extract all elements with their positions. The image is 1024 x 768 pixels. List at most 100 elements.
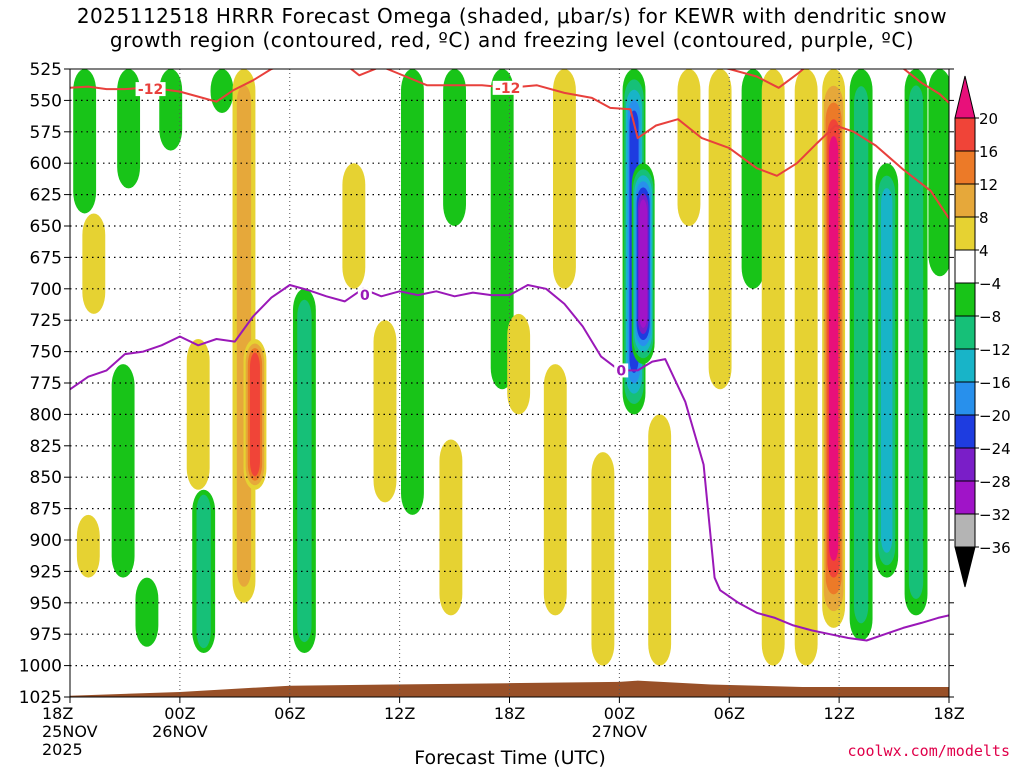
y-tick-label: 800 bbox=[30, 405, 62, 425]
omega-cell bbox=[342, 163, 366, 289]
omega-blob bbox=[76, 514, 100, 578]
dgz-contour-label: -12 bbox=[495, 81, 520, 97]
omega-cell bbox=[761, 69, 785, 666]
colorbar-swatch bbox=[954, 150, 976, 185]
omega-blob bbox=[708, 69, 732, 390]
dgz-contour-label: -12 bbox=[138, 82, 163, 98]
omega-blob bbox=[111, 364, 135, 578]
omega-cell bbox=[822, 69, 846, 628]
omega-blob bbox=[591, 452, 615, 666]
colorbar-label: 12 bbox=[979, 176, 998, 194]
colorbar-swatch bbox=[954, 381, 976, 416]
colorbar-label: 4 bbox=[979, 242, 989, 260]
omega-cell bbox=[186, 339, 210, 490]
title-line-1: 2025112518 HRRR Forecast Omega (shaded, … bbox=[76, 4, 948, 28]
dgz-contour-label-bg bbox=[492, 80, 523, 95]
credit-text: coolwx.com/modelts bbox=[847, 742, 1010, 760]
x-tick-label: 00Z bbox=[164, 704, 195, 723]
colorbar-label: −12 bbox=[979, 341, 1011, 359]
omega-cell bbox=[875, 163, 899, 578]
y-tick-label: 525 bbox=[30, 60, 62, 80]
colorbar-swatch bbox=[954, 447, 976, 482]
y-tick-label: 575 bbox=[30, 123, 62, 143]
omega-blob bbox=[881, 188, 893, 553]
dgz-contour-line bbox=[70, 69, 276, 103]
y-tick-label: 675 bbox=[30, 248, 62, 268]
omega-blob bbox=[794, 69, 818, 666]
y-tick-label: 1000 bbox=[19, 657, 62, 677]
y-axis: 525 550 575 600 625 650 675 700 725 750 775 800 825 8… bbox=[19, 60, 954, 708]
y-tick-label: 950 bbox=[30, 594, 62, 614]
freezing-level-label: 0 bbox=[360, 288, 370, 304]
x-tick-label: 12Z bbox=[384, 704, 415, 723]
colorbar-swatch bbox=[954, 249, 976, 284]
omega-blob bbox=[543, 364, 567, 616]
y-tick-label: 600 bbox=[30, 154, 62, 174]
omega-cell bbox=[73, 69, 97, 214]
omega-blob bbox=[443, 69, 467, 226]
colorbar-swatch bbox=[954, 414, 976, 449]
y-tick-label: 850 bbox=[30, 468, 62, 488]
chart-title: 2025112518 HRRR Forecast Omega (shaded, … bbox=[0, 4, 1024, 52]
omega-blob bbox=[342, 163, 366, 289]
omega-blob bbox=[639, 199, 648, 328]
y-tick-label: 975 bbox=[30, 625, 62, 645]
omega-cell bbox=[210, 69, 234, 113]
dgz-contour-line bbox=[349, 69, 949, 220]
colorbar-label: 16 bbox=[979, 143, 998, 161]
omega-cell bbox=[849, 69, 873, 641]
omega-cell bbox=[552, 69, 576, 289]
omega-blob bbox=[210, 69, 234, 113]
colorbar-swatch bbox=[954, 513, 976, 548]
x-tick-label: 25NOV bbox=[42, 722, 98, 741]
omega-cell bbox=[82, 213, 106, 314]
colorbar-swatch bbox=[954, 282, 976, 317]
omega-blob bbox=[908, 85, 924, 599]
freezing-level-label: 0 bbox=[616, 363, 626, 379]
y-tick-label: 625 bbox=[30, 186, 62, 206]
omega-shading bbox=[73, 69, 949, 666]
omega-blob bbox=[117, 69, 141, 189]
dgz-contour-label-bg bbox=[135, 82, 166, 97]
title-line-2: growth region (contoured, red, ºC) and f… bbox=[109, 28, 915, 52]
omega-cell bbox=[543, 364, 567, 616]
omega-cell bbox=[192, 489, 216, 654]
omega-blob bbox=[373, 320, 397, 503]
colorbar-swatch bbox=[954, 117, 976, 152]
colorbar: 20 16 12 8 4 −4 −8 −12 −16 −20 −24 −28 −32 −36 bbox=[954, 75, 1011, 588]
y-tick-label: 925 bbox=[30, 562, 62, 582]
omega-blob bbox=[853, 86, 869, 624]
omega-cell bbox=[904, 69, 928, 616]
terrain-area bbox=[70, 680, 949, 697]
omega-blob bbox=[928, 69, 949, 277]
omega-blob bbox=[196, 494, 211, 649]
omega-cell bbox=[439, 439, 463, 616]
omega-cell bbox=[400, 69, 424, 515]
omega-cell bbox=[373, 320, 397, 503]
omega-cell bbox=[443, 69, 467, 226]
omega-cell bbox=[292, 288, 316, 654]
x-tick-label: 06Z bbox=[274, 704, 305, 723]
omega-blob bbox=[677, 69, 701, 226]
omega-cell bbox=[76, 514, 100, 578]
y-tick-label: 650 bbox=[30, 217, 62, 237]
omega-blob bbox=[741, 69, 765, 289]
omega-blob bbox=[490, 69, 514, 390]
colorbar-label: −36 bbox=[979, 539, 1011, 557]
y-tick-label: 875 bbox=[30, 500, 62, 520]
y-tick-label: 750 bbox=[30, 343, 62, 363]
colorbar-label: −20 bbox=[979, 407, 1011, 425]
dgz-contour-line bbox=[902, 69, 949, 104]
omega-cell bbox=[591, 452, 615, 666]
omega-blob bbox=[439, 439, 463, 616]
x-tick-label: 18Z bbox=[494, 704, 525, 723]
omega-blob bbox=[507, 313, 531, 415]
colorbar-swatch bbox=[954, 216, 976, 251]
omega-blob bbox=[297, 299, 312, 643]
omega-blob bbox=[761, 69, 785, 666]
omega-blob bbox=[186, 339, 210, 490]
colorbar-label: −28 bbox=[979, 473, 1011, 491]
omega-blob bbox=[135, 577, 159, 647]
colorbar-label: −4 bbox=[979, 275, 1001, 293]
omega-cell bbox=[794, 69, 818, 666]
